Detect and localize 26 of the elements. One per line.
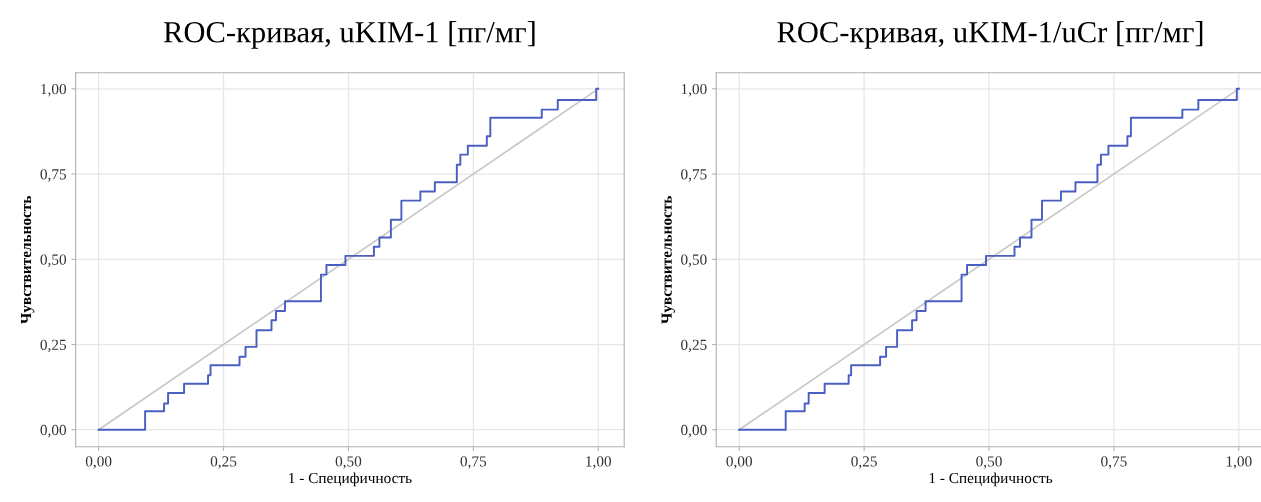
x-axis-title: 1 - Специфичность <box>929 472 1053 487</box>
chart-title: ROC-кривая, uKIM-1 [пг/мг] <box>163 21 535 49</box>
x-tick-label: 1,00 <box>1226 456 1252 469</box>
y-tick-label: 0,50 <box>40 254 67 267</box>
y-tick-label: 0,25 <box>681 339 707 353</box>
y-axis-title: Чувствительность <box>661 195 675 324</box>
x-tick-label: 0,25 <box>851 456 877 469</box>
x-tick-label: 0,25 <box>210 456 237 469</box>
x-tick-label: 0,00 <box>85 456 112 469</box>
y-tick-label: 0,75 <box>681 169 707 182</box>
chart-title: ROC-кривая, uKIM-1/uCr [пг/мг] <box>777 21 1203 49</box>
x-tick-label: 0,50 <box>335 456 362 469</box>
y-tick-label: 1,00 <box>41 83 67 97</box>
x-tick-label: 0,75 <box>460 456 487 469</box>
x-tick-label: 1,00 <box>586 456 611 469</box>
y-tick-label: 0,25 <box>40 339 67 353</box>
x-tick-label: 0,75 <box>1101 456 1127 469</box>
y-tick-label: 0,75 <box>40 169 67 182</box>
x-tick-label: 0,00 <box>726 456 753 469</box>
x-axis-title: 1 - Специфичность <box>289 472 412 487</box>
y-axis-title: Чувствительность <box>21 195 35 324</box>
x-tick-label: 0,50 <box>976 456 1002 469</box>
y-tick-label: 0,50 <box>681 254 707 267</box>
y-tick-label: 1,00 <box>681 83 707 97</box>
y-tick-label: 0,00 <box>681 424 707 438</box>
y-tick-label: 0,00 <box>40 424 67 438</box>
